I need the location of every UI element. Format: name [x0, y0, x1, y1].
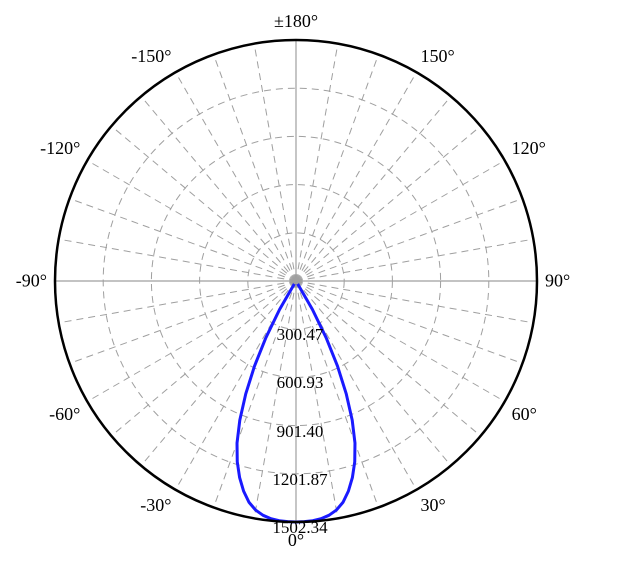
angle-label: -60° — [49, 403, 80, 424]
center-dot — [293, 278, 300, 285]
angle-label: 150° — [421, 46, 455, 67]
polar-chart: 0°30°60°90°120°150°±180°-150°-120°-90°-6… — [0, 0, 631, 581]
angle-label: -150° — [131, 46, 171, 67]
angle-label: 30° — [421, 495, 446, 516]
radial-tick-label: 300.47 — [277, 325, 324, 345]
radial-tick-label: 901.40 — [277, 422, 324, 442]
polar-chart-svg — [0, 0, 631, 581]
angle-label: 90° — [545, 271, 570, 292]
radial-tick-label: 600.93 — [277, 373, 324, 393]
angle-label: 60° — [512, 403, 537, 424]
angle-label: 120° — [512, 138, 546, 159]
angle-label: -90° — [16, 271, 47, 292]
angle-label: -30° — [140, 495, 171, 516]
radial-tick-label: 1502.34 — [272, 518, 327, 538]
angle-label: -120° — [40, 138, 80, 159]
radial-tick-label: 1201.87 — [272, 470, 327, 490]
angle-label: ±180° — [274, 11, 318, 32]
